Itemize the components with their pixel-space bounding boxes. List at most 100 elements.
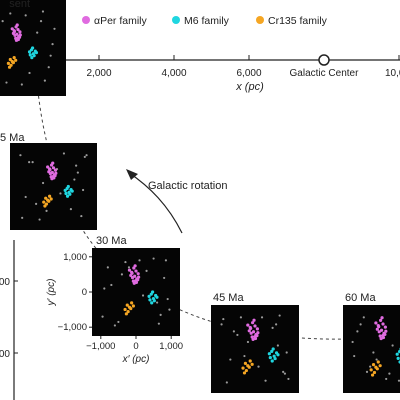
background-star — [69, 208, 72, 211]
data-point — [134, 269, 138, 273]
x-axis-ticks: 2,000 4,000 6,000 Galactic Center 10,0 — [86, 54, 400, 79]
background-star — [359, 323, 362, 326]
background-star — [351, 340, 354, 344]
data-point — [68, 192, 72, 196]
inset-y-tick-label: 0 — [82, 287, 87, 298]
data-point — [248, 359, 252, 363]
background-star — [243, 354, 246, 358]
background-star — [53, 27, 56, 30]
background-star — [49, 54, 52, 57]
data-point — [12, 56, 16, 60]
data-point — [270, 359, 274, 363]
inset-y-axis-title: y′ (pc) — [46, 279, 57, 307]
background-star — [81, 188, 85, 192]
background-star — [24, 195, 27, 199]
background-star — [275, 323, 278, 326]
data-point — [273, 356, 277, 361]
background-star — [80, 214, 83, 218]
background-star — [124, 260, 127, 264]
data-point — [252, 318, 256, 322]
background-star — [38, 218, 41, 221]
snapshot-panel: 60 Ma — [343, 292, 400, 393]
data-point — [397, 350, 400, 354]
data-point — [150, 290, 155, 294]
rotation-annotation: Galactic rotation — [148, 180, 227, 192]
data-point — [11, 60, 15, 65]
data-point — [251, 321, 255, 325]
legend-marker — [82, 16, 90, 24]
data-point — [378, 334, 382, 338]
snapshot-panel: 45 Ma — [211, 292, 299, 393]
background-star — [391, 344, 394, 347]
data-point — [47, 199, 51, 203]
data-point — [370, 373, 375, 377]
background-star — [62, 152, 66, 155]
data-point — [125, 303, 129, 307]
inset-axes: −1,000 0 1,000 1,000 0 −1,000 x′ (pc) y′ (pc) — [46, 252, 183, 365]
data-point — [6, 61, 10, 65]
background-star — [362, 316, 365, 319]
background-star — [127, 266, 131, 269]
background-star — [75, 164, 78, 167]
snapshot-panel: sent — [0, 0, 66, 96]
data-point — [63, 188, 67, 192]
background-star — [257, 365, 260, 368]
background-star — [225, 381, 228, 384]
legend: αPer family M6 family Cr135 family — [82, 15, 328, 27]
data-point — [130, 301, 134, 305]
background-star — [283, 372, 287, 375]
background-star — [271, 326, 274, 329]
background-star — [285, 351, 288, 354]
data-point — [255, 333, 259, 338]
background-star — [365, 370, 369, 373]
x-tick-label: Galactic Center — [290, 68, 360, 79]
legend-marker — [172, 16, 180, 24]
background-star — [282, 370, 285, 373]
data-point — [250, 335, 254, 339]
data-point — [374, 321, 378, 325]
data-point — [46, 165, 50, 169]
background-star — [152, 257, 155, 260]
background-star — [156, 301, 159, 304]
data-point — [155, 295, 159, 299]
data-point — [381, 322, 385, 326]
background-star — [157, 322, 160, 325]
background-star — [73, 178, 76, 181]
background-star — [229, 358, 232, 361]
data-point — [50, 170, 54, 175]
background-star — [168, 308, 171, 311]
background-star — [166, 297, 169, 301]
background-star — [375, 358, 378, 361]
background-star — [28, 71, 31, 75]
legend-label: αPer family — [94, 15, 147, 27]
data-point — [43, 204, 47, 208]
data-point — [48, 168, 52, 172]
data-point — [376, 360, 380, 364]
background-star — [141, 294, 145, 297]
data-point — [256, 331, 260, 335]
background-star — [47, 66, 50, 69]
data-point — [124, 312, 128, 316]
background-star — [353, 354, 356, 358]
background-star — [220, 323, 223, 326]
data-point — [272, 354, 276, 358]
legend-label: Cr135 family — [268, 15, 328, 27]
background-star — [20, 83, 23, 86]
data-point — [137, 275, 141, 279]
data-point — [133, 274, 137, 278]
background-star — [232, 330, 235, 333]
legend-label: M6 family — [184, 15, 230, 27]
data-point — [18, 30, 22, 34]
data-point — [15, 23, 19, 27]
background-star — [260, 316, 264, 319]
data-point — [152, 299, 156, 303]
galactic-center-marker — [318, 54, 330, 66]
data-point — [16, 27, 20, 32]
data-point — [15, 32, 19, 36]
panel-background — [10, 143, 97, 230]
background-star — [264, 379, 267, 382]
background-star — [222, 317, 225, 321]
data-point — [246, 323, 250, 327]
background-star — [41, 10, 45, 13]
data-point — [243, 361, 248, 365]
